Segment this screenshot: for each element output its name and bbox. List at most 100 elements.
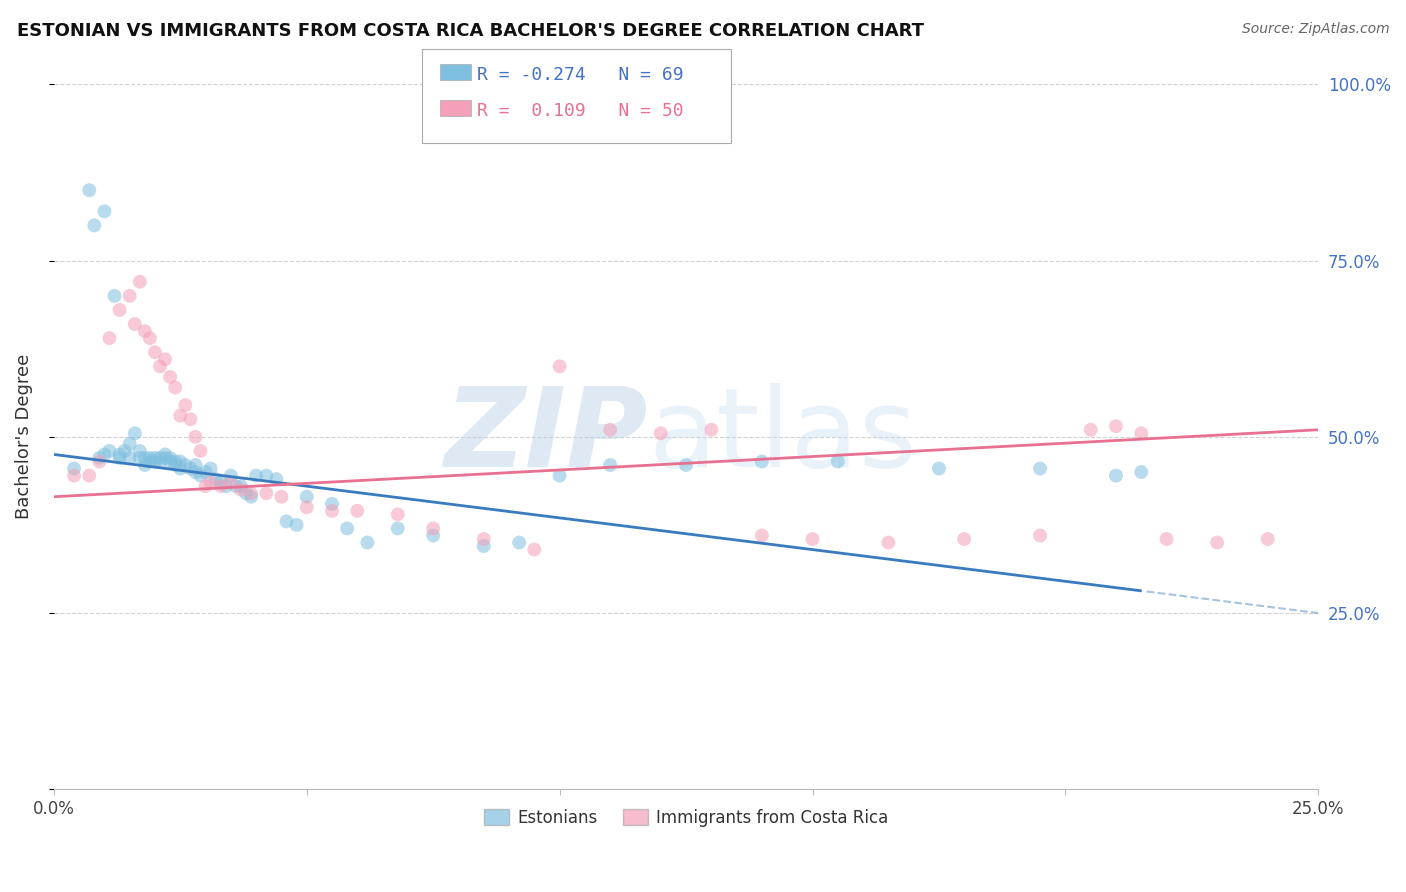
Point [270, 490, 292, 504]
Point [245, 468, 267, 483]
Point [194, 465, 217, 479]
Point [77, 468, 100, 483]
Point [336, 521, 359, 535]
Point [801, 532, 824, 546]
Point [184, 430, 207, 444]
Point [98, 331, 121, 345]
Point [128, 444, 150, 458]
Point [1105, 419, 1128, 434]
Point [98, 444, 121, 458]
Point [295, 500, 318, 515]
Point [240, 490, 263, 504]
Point [827, 454, 849, 468]
Point [165, 454, 187, 468]
Point [143, 450, 166, 465]
Point [204, 472, 226, 486]
Point [422, 528, 444, 542]
Point [240, 486, 263, 500]
Point [134, 324, 156, 338]
Point [276, 515, 298, 529]
Point [108, 447, 131, 461]
Point [194, 479, 217, 493]
Point [1156, 532, 1178, 546]
Point [1130, 426, 1153, 441]
Text: Source: ZipAtlas.com: Source: ZipAtlas.com [1241, 22, 1389, 37]
Text: ZIP: ZIP [444, 384, 648, 491]
Y-axis label: Bachelor's Degree: Bachelor's Degree [15, 354, 32, 519]
Point [128, 450, 150, 465]
Point [523, 542, 546, 557]
Point [184, 465, 207, 479]
Point [295, 490, 318, 504]
Point [321, 504, 343, 518]
Point [169, 454, 191, 468]
Point [174, 458, 197, 472]
Point [219, 468, 242, 483]
Point [346, 504, 368, 518]
Point [139, 450, 162, 465]
Point [215, 479, 238, 493]
Point [928, 461, 950, 475]
Point [153, 450, 176, 465]
Text: R =  0.109   N = 50: R = 0.109 N = 50 [477, 102, 683, 120]
Point [599, 423, 621, 437]
Point [209, 479, 232, 493]
Point [149, 450, 172, 465]
Point [149, 359, 172, 374]
Point [190, 444, 212, 458]
Point [159, 450, 181, 465]
Point [77, 183, 100, 197]
Point [169, 461, 191, 475]
Point [114, 444, 136, 458]
Point [254, 486, 277, 500]
Point [751, 454, 773, 468]
Legend: Estonians, Immigrants from Costa Rica: Estonians, Immigrants from Costa Rica [477, 803, 894, 834]
Text: ESTONIAN VS IMMIGRANTS FROM COSTA RICA BACHELOR'S DEGREE CORRELATION CHART: ESTONIAN VS IMMIGRANTS FROM COSTA RICA B… [17, 22, 924, 40]
Point [548, 359, 571, 374]
Point [118, 289, 141, 303]
Point [1105, 468, 1128, 483]
Text: R = -0.274   N = 69: R = -0.274 N = 69 [477, 66, 683, 84]
Point [387, 521, 409, 535]
Point [159, 454, 181, 468]
Point [422, 521, 444, 535]
Point [700, 423, 723, 437]
Point [169, 409, 191, 423]
Point [165, 458, 187, 472]
Point [184, 458, 207, 472]
Point [190, 468, 212, 483]
Point [134, 458, 156, 472]
Point [508, 535, 530, 549]
Point [229, 479, 252, 493]
Point [139, 331, 162, 345]
Point [266, 472, 288, 486]
Point [143, 345, 166, 359]
Point [179, 412, 201, 426]
Text: atlas: atlas [648, 384, 917, 491]
Point [63, 468, 86, 483]
Point [321, 497, 343, 511]
Point [548, 468, 571, 483]
Point [108, 450, 131, 465]
Point [1080, 423, 1102, 437]
Point [472, 539, 495, 553]
Point [219, 475, 242, 490]
Point [209, 475, 232, 490]
Point [89, 450, 111, 465]
Point [149, 454, 172, 468]
Point [877, 535, 900, 549]
Point [89, 454, 111, 468]
Point [472, 532, 495, 546]
Point [108, 302, 131, 317]
Point [179, 461, 201, 475]
Point [139, 454, 162, 468]
Point [953, 532, 976, 546]
Point [124, 426, 146, 441]
Point [165, 380, 187, 394]
Point [235, 486, 257, 500]
Point [159, 370, 181, 384]
Point [128, 275, 150, 289]
Point [1257, 532, 1279, 546]
Point [153, 352, 176, 367]
Point [225, 479, 247, 493]
